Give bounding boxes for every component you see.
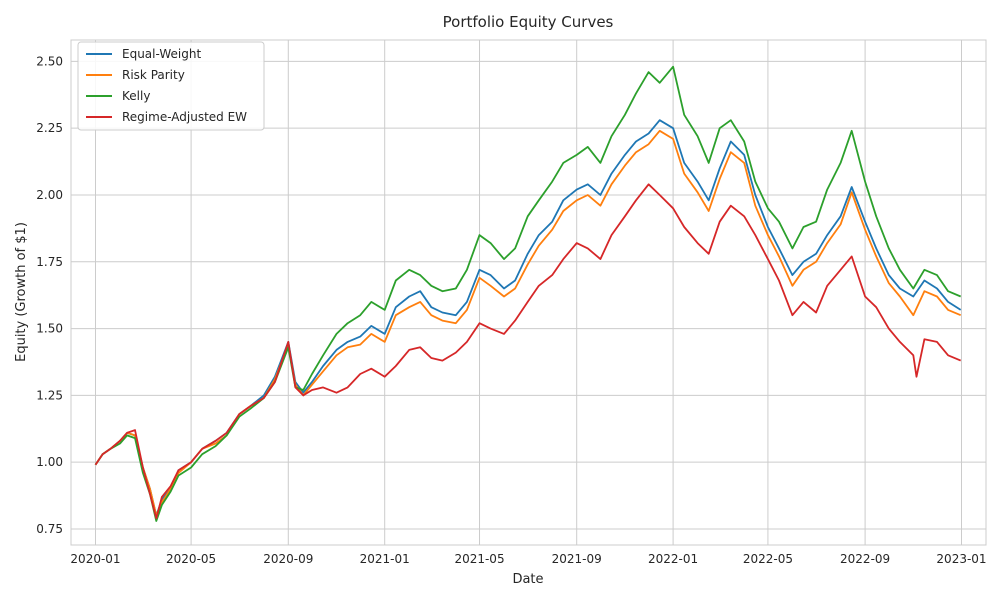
series-line-0 xyxy=(94,119,962,517)
x-tick-label: 2022-09 xyxy=(840,552,890,566)
y-tick-label: 1.00 xyxy=(36,455,63,469)
plot-frame xyxy=(70,39,987,546)
y-axis-label: Equity (Growth of $1) xyxy=(14,222,29,362)
y-tick-label: 2.50 xyxy=(36,54,63,68)
y-tick-label: 0.75 xyxy=(36,522,63,536)
x-tick-label: 2022-01 xyxy=(648,552,698,566)
grid xyxy=(71,40,986,545)
x-tick-label: 2023-01 xyxy=(936,552,986,566)
x-tick-label: 2021-05 xyxy=(454,552,504,566)
series-lines xyxy=(94,65,962,522)
y-tick-label: 2.00 xyxy=(36,188,63,202)
legend-box xyxy=(77,41,265,131)
tick-labels: 2020-01 2020-05 2020-09 2021-01 2021-05 2021-… xyxy=(36,54,986,566)
x-tick-label: 2021-01 xyxy=(360,552,410,566)
legend: Equal-Weight Risk Parity Kelly Regime-Adjus… xyxy=(77,41,265,131)
legend-label: Regime-Adjusted EW xyxy=(122,110,247,124)
y-tick-label: 2.25 xyxy=(36,121,63,135)
x-tick-label: 2020-05 xyxy=(166,552,216,566)
legend-label: Equal-Weight xyxy=(122,47,201,61)
y-tick-label: 1.50 xyxy=(36,322,63,336)
chart-title: Portfolio Equity Curves xyxy=(443,13,614,31)
series-line-3 xyxy=(94,183,962,520)
x-tick-label: 2022-05 xyxy=(743,552,793,566)
x-tick-label: 2021-09 xyxy=(552,552,602,566)
x-tick-label: 2020-09 xyxy=(263,552,313,566)
y-tick-label: 1.75 xyxy=(36,255,63,269)
x-tick-label: 2020-01 xyxy=(70,552,120,566)
legend-label: Risk Parity xyxy=(122,68,185,82)
series-line-1 xyxy=(94,129,962,517)
x-axis-label: Date xyxy=(512,572,543,587)
series-line-2 xyxy=(94,65,962,522)
legend-label: Kelly xyxy=(122,89,150,103)
y-tick-label: 1.25 xyxy=(36,388,63,402)
